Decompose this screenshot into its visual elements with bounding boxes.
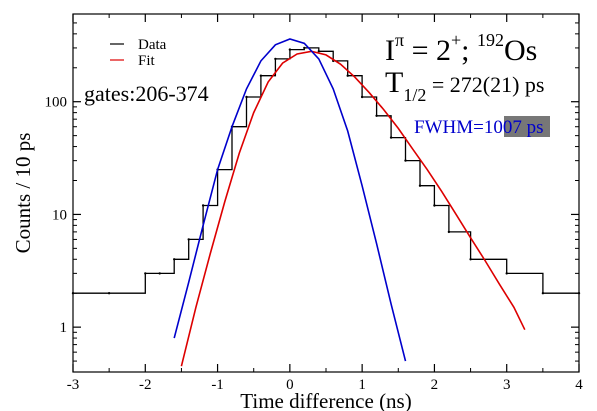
data-point	[288, 48, 292, 51]
x-tick-label: 3	[503, 377, 511, 393]
data-point	[418, 184, 422, 187]
spin-plus: +	[451, 30, 461, 50]
series-data-line	[73, 47, 579, 294]
y-tick-label: 100	[45, 95, 68, 111]
element-symbol: Os	[504, 34, 537, 67]
half-life-subscript: 1/2	[403, 85, 426, 105]
fwhm-annotation: FWHM=1007 ps	[414, 117, 544, 138]
legend-data-label: Data	[138, 37, 167, 53]
series-fit-line	[180, 50, 526, 367]
fwhm-value: 1007	[484, 117, 522, 138]
data-point	[447, 230, 451, 234]
legend: Data Fit	[110, 37, 167, 69]
spin-parity-annotation: Iπ = 2+; 192Os	[385, 30, 537, 67]
data-point	[317, 50, 320, 53]
x-tick-label: 1	[358, 377, 366, 393]
spin-I: I	[385, 34, 395, 67]
half-life-T: T	[385, 66, 403, 99]
data-point	[259, 74, 263, 77]
spin-sep: ;	[461, 34, 477, 67]
data-point	[375, 114, 378, 118]
x-tick-label: 2	[431, 377, 439, 393]
x-tick-label: -1	[211, 377, 224, 393]
data-point	[346, 74, 349, 77]
data-point	[404, 159, 407, 162]
data-point	[245, 95, 248, 99]
half-life-value: = 272(21) ps	[426, 72, 544, 97]
legend-fit-label: Fit	[138, 53, 156, 69]
data-point	[433, 204, 436, 207]
gates-annotation: gates:206-374	[84, 81, 209, 106]
spin-equals: = 2	[404, 34, 451, 67]
data-point	[303, 46, 306, 50]
data-point	[187, 238, 190, 241]
data-point	[541, 292, 545, 295]
data-point	[505, 272, 508, 275]
half-life-annotation: T1/2 = 272(21) ps	[385, 66, 544, 105]
x-tick-label: -3	[67, 377, 80, 393]
data-point	[201, 204, 205, 207]
spin-pi: π	[395, 30, 404, 50]
fwhm-highlight	[504, 116, 550, 137]
data-point	[158, 272, 161, 275]
data-point	[144, 272, 147, 275]
fwhm-unit: ps	[522, 117, 544, 138]
x-tick-label: -2	[139, 377, 152, 393]
data-point	[389, 136, 393, 139]
x-axis-label: Time difference (ns)	[240, 389, 411, 411]
series-blue-curve	[173, 38, 407, 362]
data-point	[360, 95, 364, 99]
data-point	[469, 258, 472, 261]
ticks-layer: -3 -2 -1 0 1 2 3 4 1 10 100	[45, 13, 583, 393]
mass-number: 192	[477, 30, 504, 50]
y-tick-label: 1	[60, 320, 68, 336]
data-point	[274, 57, 277, 61]
x-tick-label: 0	[286, 377, 294, 393]
data-point	[173, 258, 176, 261]
data-point	[107, 292, 111, 295]
fwhm-prefix: FWHM=	[414, 117, 484, 138]
series-layer	[71, 38, 581, 367]
y-tick-label: 10	[52, 207, 67, 223]
y-axis-label: Counts / 10 ps	[11, 133, 35, 254]
x-tick-label: 4	[575, 377, 583, 393]
